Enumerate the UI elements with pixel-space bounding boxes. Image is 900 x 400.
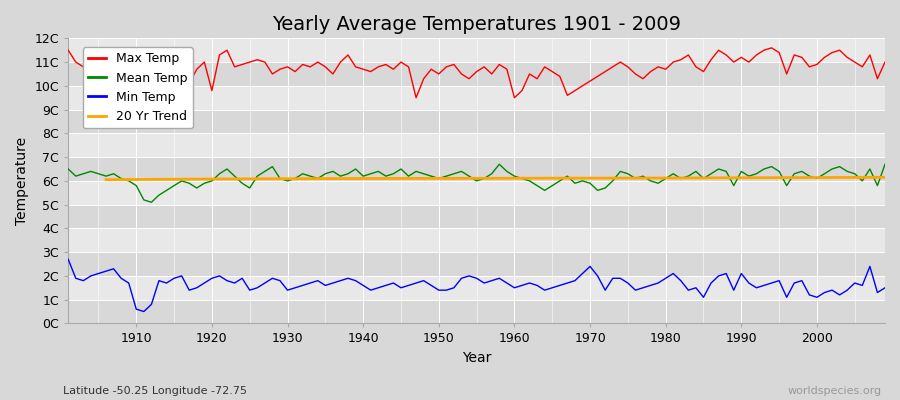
Text: worldspecies.org: worldspecies.org: [788, 386, 882, 396]
Text: Latitude -50.25 Longitude -72.75: Latitude -50.25 Longitude -72.75: [63, 386, 247, 396]
Max Temp: [297, 62, 308, 67]
Bar: [68, 252, 885, 276]
Max Temp: [63, 48, 74, 53]
Max Temp: [343, 52, 354, 57]
Line: Min Temp: Min Temp: [68, 259, 885, 312]
Bar: [68, 86, 885, 110]
Max Temp: [509, 95, 520, 100]
Bar: [68, 110, 885, 133]
Bar: [68, 133, 885, 157]
Bar: [68, 157, 885, 181]
Bar: [68, 205, 885, 228]
Min Temp: [509, 285, 520, 290]
Min Temp: [879, 285, 890, 290]
Min Temp: [123, 281, 134, 286]
Mean Temp: [146, 200, 157, 205]
Legend: Max Temp, Mean Temp, Min Temp, 20 Yr Trend: Max Temp, Mean Temp, Min Temp, 20 Yr Tre…: [83, 48, 193, 128]
20 Yr Trend: [509, 176, 520, 181]
20 Yr Trend: [879, 175, 890, 180]
Min Temp: [608, 276, 618, 281]
Mean Temp: [494, 162, 505, 167]
Mean Temp: [615, 169, 626, 174]
Max Temp: [517, 88, 527, 93]
Min Temp: [63, 257, 74, 262]
Bar: [68, 62, 885, 86]
Bar: [68, 181, 885, 205]
20 Yr Trend: [358, 176, 369, 181]
Bar: [68, 300, 885, 324]
Mean Temp: [63, 166, 74, 171]
Min Temp: [139, 309, 149, 314]
Bar: [68, 38, 885, 62]
Max Temp: [766, 46, 777, 50]
Mean Temp: [524, 178, 535, 183]
Max Temp: [146, 102, 157, 107]
Max Temp: [608, 64, 618, 69]
Title: Yearly Average Temperatures 1901 - 2009: Yearly Average Temperatures 1901 - 2009: [272, 15, 681, 34]
Min Temp: [297, 283, 308, 288]
Line: Mean Temp: Mean Temp: [68, 164, 885, 202]
Bar: [68, 276, 885, 300]
Max Temp: [879, 60, 890, 64]
Bar: [68, 228, 885, 252]
20 Yr Trend: [661, 176, 671, 180]
Mean Temp: [343, 171, 354, 176]
Mean Temp: [517, 176, 527, 181]
Mean Temp: [123, 178, 134, 183]
20 Yr Trend: [206, 176, 217, 181]
20 Yr Trend: [101, 177, 112, 182]
Min Temp: [517, 283, 527, 288]
Line: 20 Yr Trend: 20 Yr Trend: [106, 177, 885, 180]
Line: Max Temp: Max Temp: [68, 48, 885, 105]
Min Temp: [343, 276, 354, 281]
X-axis label: Year: Year: [462, 351, 491, 365]
Mean Temp: [297, 171, 308, 176]
Mean Temp: [879, 162, 890, 167]
Y-axis label: Temperature: Temperature: [15, 137, 29, 225]
Max Temp: [123, 72, 134, 76]
